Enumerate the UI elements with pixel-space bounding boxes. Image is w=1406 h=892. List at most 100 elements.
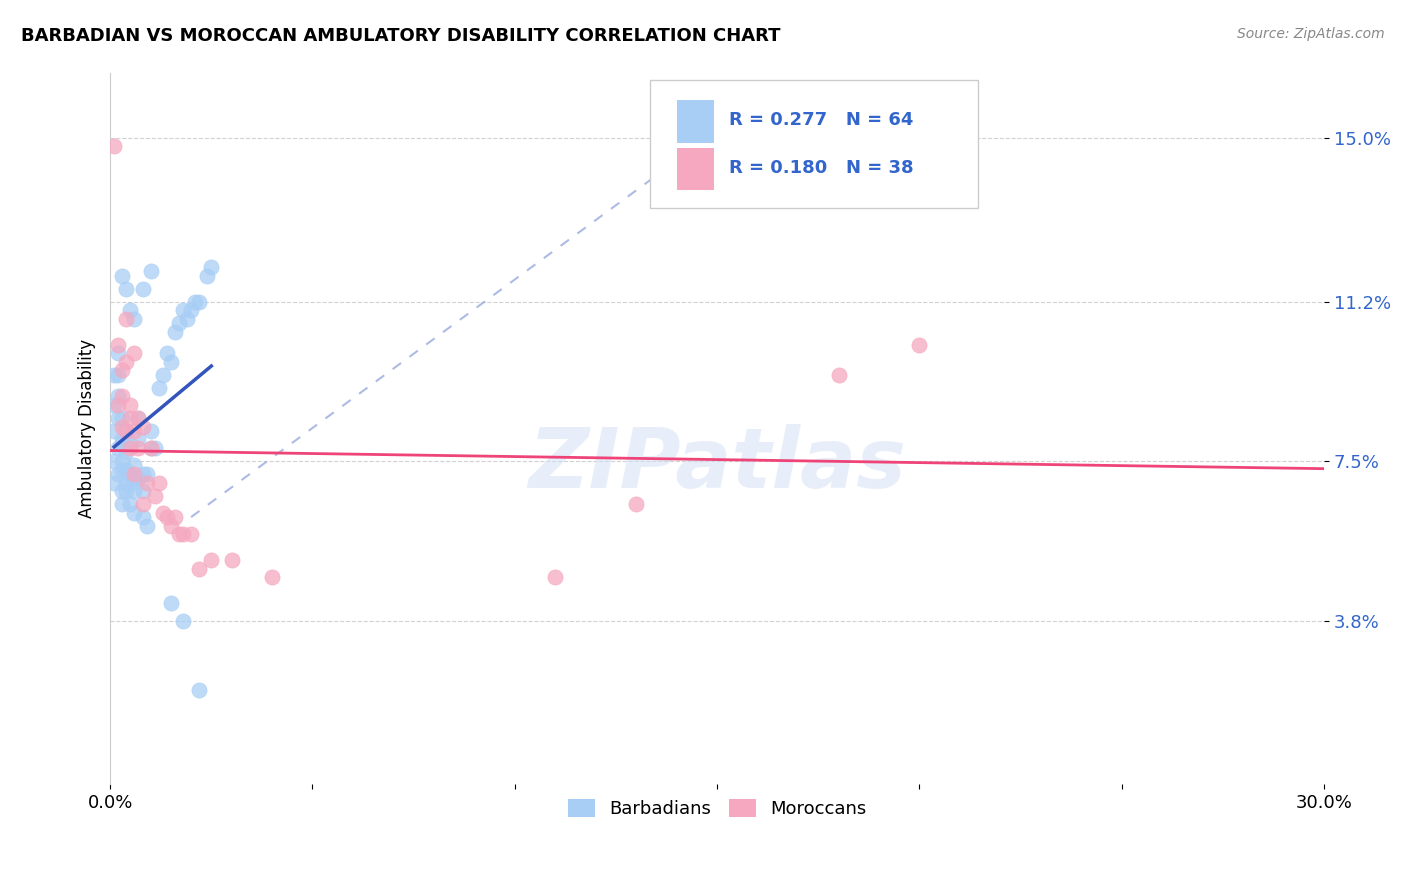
Point xyxy=(127,411,149,425)
Point xyxy=(124,424,146,438)
Point xyxy=(127,411,149,425)
Text: ZIPatlas: ZIPatlas xyxy=(529,424,905,505)
Point xyxy=(160,518,183,533)
Point xyxy=(544,570,567,584)
Text: Source: ZipAtlas.com: Source: ZipAtlas.com xyxy=(1237,27,1385,41)
Point xyxy=(156,346,179,360)
Point xyxy=(120,475,142,490)
Point xyxy=(111,484,134,499)
Point xyxy=(103,398,125,412)
Point xyxy=(111,433,134,447)
Point xyxy=(115,282,138,296)
Point xyxy=(120,437,142,451)
Point xyxy=(195,268,218,283)
Point xyxy=(176,311,198,326)
Point xyxy=(111,437,134,451)
Point xyxy=(103,475,125,490)
Point xyxy=(131,510,153,524)
Point xyxy=(124,467,146,481)
Point xyxy=(221,553,243,567)
Point xyxy=(115,463,138,477)
Point xyxy=(152,368,174,382)
Point xyxy=(107,411,129,425)
Point xyxy=(124,311,146,326)
Point xyxy=(131,282,153,296)
Point xyxy=(107,389,129,403)
Point xyxy=(167,527,190,541)
Point xyxy=(160,596,183,610)
Point xyxy=(180,303,202,318)
Bar xyxy=(678,100,713,143)
Point xyxy=(131,484,153,499)
Point xyxy=(139,441,162,455)
Point xyxy=(107,337,129,351)
Point xyxy=(180,527,202,541)
Point xyxy=(115,355,138,369)
Y-axis label: Ambulatory Disability: Ambulatory Disability xyxy=(79,339,96,518)
Point xyxy=(139,441,162,455)
Point xyxy=(160,355,183,369)
Bar xyxy=(678,148,713,190)
Point xyxy=(111,411,134,425)
Point xyxy=(111,463,134,477)
Point xyxy=(156,510,179,524)
Text: BARBADIAN VS MOROCCAN AMBULATORY DISABILITY CORRELATION CHART: BARBADIAN VS MOROCCAN AMBULATORY DISABIL… xyxy=(21,27,780,45)
Point xyxy=(120,497,142,511)
Point xyxy=(124,346,146,360)
Point xyxy=(124,458,146,473)
Point xyxy=(188,562,211,576)
Point xyxy=(167,316,190,330)
Point xyxy=(111,389,134,403)
Point xyxy=(103,454,125,468)
Point xyxy=(115,424,138,438)
Point xyxy=(111,268,134,283)
FancyBboxPatch shape xyxy=(651,80,979,208)
Point xyxy=(148,381,170,395)
Point xyxy=(131,467,153,481)
Point xyxy=(827,368,849,382)
Point xyxy=(124,484,146,499)
Point xyxy=(107,346,129,360)
Point xyxy=(131,497,153,511)
Point xyxy=(107,467,129,481)
Point xyxy=(148,475,170,490)
Point xyxy=(124,471,146,485)
Point xyxy=(152,506,174,520)
Point xyxy=(626,497,648,511)
Point xyxy=(111,497,134,511)
Point xyxy=(120,467,142,481)
Point xyxy=(127,433,149,447)
Point xyxy=(115,424,138,438)
Point xyxy=(184,294,207,309)
Point xyxy=(135,467,157,481)
Text: R = 0.277   N = 64: R = 0.277 N = 64 xyxy=(730,111,914,129)
Point xyxy=(200,553,222,567)
Point xyxy=(111,454,134,468)
Point xyxy=(188,294,211,309)
Point xyxy=(260,570,283,584)
Point xyxy=(172,527,194,541)
Point xyxy=(188,682,211,697)
Point xyxy=(172,303,194,318)
Point xyxy=(120,303,142,318)
Point xyxy=(127,441,149,455)
Text: R = 0.180   N = 38: R = 0.180 N = 38 xyxy=(730,159,914,177)
Point xyxy=(103,424,125,438)
Point xyxy=(200,260,222,274)
Point xyxy=(120,398,142,412)
Point xyxy=(131,419,153,434)
Point xyxy=(107,368,129,382)
Point xyxy=(135,475,157,490)
Point xyxy=(139,264,162,278)
Point xyxy=(115,484,138,499)
Point xyxy=(115,311,138,326)
Point xyxy=(124,506,146,520)
Point xyxy=(120,411,142,425)
Point xyxy=(103,139,125,153)
Point xyxy=(115,445,138,459)
Point xyxy=(143,441,166,455)
Point xyxy=(127,471,149,485)
Point xyxy=(143,489,166,503)
Legend: Barbadians, Moroccans: Barbadians, Moroccans xyxy=(561,791,875,825)
Point xyxy=(111,363,134,377)
